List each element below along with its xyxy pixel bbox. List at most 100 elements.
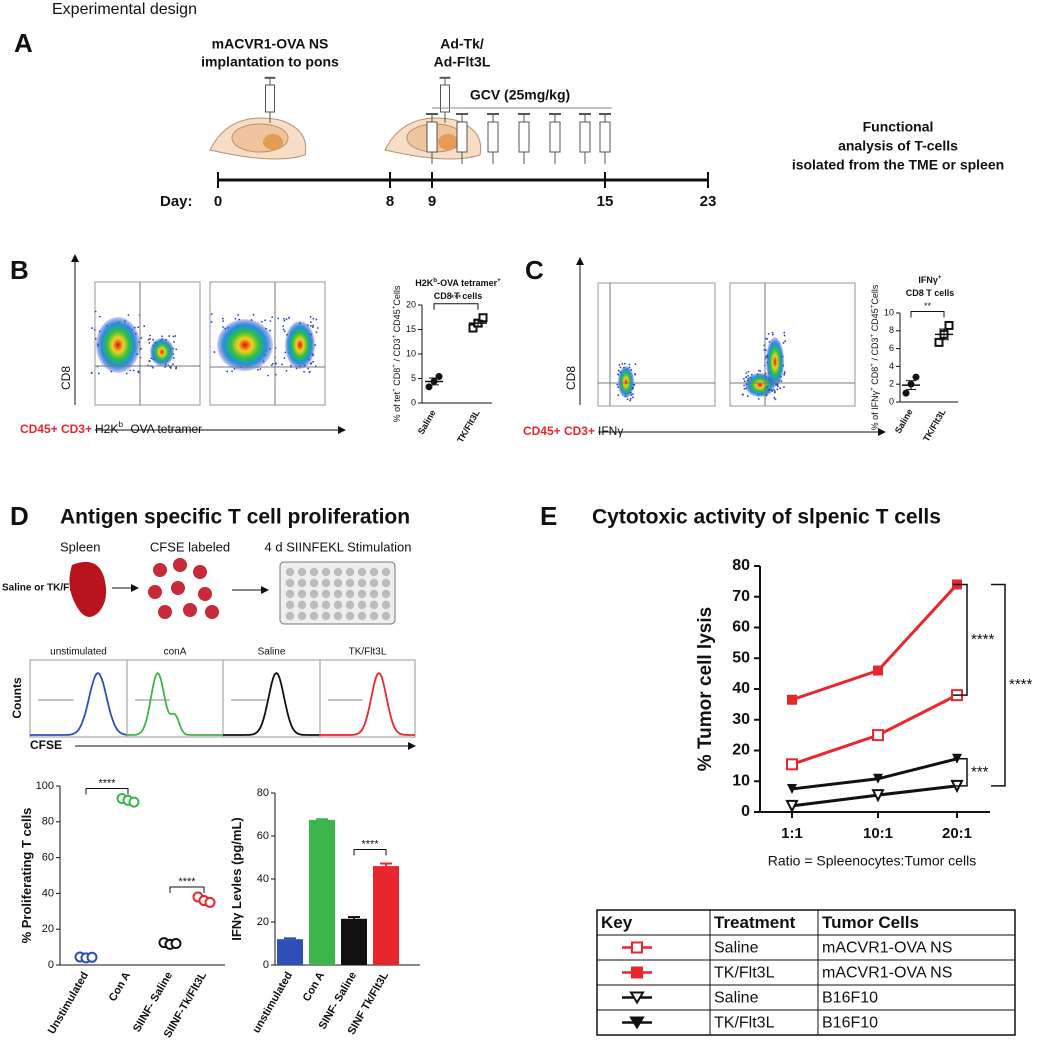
significance-label: **** [971,631,995,648]
event-dot [260,320,263,323]
text-part: + [938,274,942,281]
y-tick-label: 8 [889,325,894,335]
text-part: CD45 [392,309,402,335]
event-dot [782,342,785,344]
significance-label: **** [98,777,116,789]
y-tick-label: 20 [732,742,750,759]
well [369,578,379,588]
event-dot [161,335,163,338]
event-dot [617,394,620,396]
histogram-curve [127,671,223,736]
text-part: % Proliferating T cells [19,808,34,944]
y-axis-label: % of tet+ CD8+ / CD3+ CD45+Cells [391,285,402,422]
text-part: / CD3 [392,338,402,364]
table-cell: TK/Flt3L [714,1015,775,1032]
syringe [549,121,561,153]
event-dot [745,372,748,375]
gcv-label: GCV (25mg/kg) [470,87,570,103]
event-dot [173,341,175,343]
x-tick-label: Saline [416,408,438,436]
data-point [871,789,885,803]
significance-label: ** [924,301,932,311]
event-dot [149,337,151,340]
y-tick-label: 40 [42,887,54,899]
y-tick-label: 100 [36,780,54,792]
y-tick-label: 20 [406,299,416,309]
event-dot [308,371,311,373]
event-dot [312,317,315,320]
bar [341,918,367,965]
panel-letter: C [525,255,544,285]
well [357,589,367,599]
counts-label: Counts [10,677,24,719]
text-part: Cells [392,285,402,306]
data-point [787,694,797,705]
text-part: + [869,363,876,367]
event-dot [272,362,274,365]
table-header: Treatment [714,913,796,932]
event-dot [175,366,178,369]
y-tick-label: 2 [889,379,894,389]
cell [153,563,167,577]
panel-title: Experimental design [52,1,197,18]
event-dot [774,398,777,401]
event-dot [628,363,631,366]
step-label: Ad-Flt3L [434,54,491,70]
well [285,578,295,588]
chart-title: CD8 T cells [434,291,483,301]
data-point [86,951,98,963]
syringe [579,121,591,153]
significance-bracket [353,849,387,856]
event-dot [303,370,305,373]
density [285,321,315,369]
y-axis-label: % Tumor cell lysis [695,607,716,771]
event-dot [285,369,288,372]
data-point [170,938,182,950]
pons [263,134,283,150]
event-dot [634,363,637,366]
key-symbol [631,941,643,954]
histogram-label: Saline [258,647,286,658]
event-dot [618,363,621,366]
cell [205,605,219,619]
event-dot [140,337,143,339]
y-tick-label: 20 [42,923,54,935]
well [297,600,307,610]
histogram-label: TK/Flt3L [349,647,387,658]
y-tick-label: 70 [732,588,750,605]
well [345,578,355,588]
well [309,611,319,621]
event-dot [281,363,283,366]
event-dot [234,317,237,320]
well [285,589,295,599]
y-axis-label: IFNγ Levles (pg/mL) [229,817,244,941]
event-dot [222,320,225,322]
series-line [791,784,958,808]
well [321,611,331,621]
day-value: 15 [597,193,614,210]
well [357,567,367,577]
y-tick-label: 60 [42,852,54,864]
event-dot [619,366,622,369]
y-axis-label: % of IFNγ+ CD8+ / CD3+ CD45+Cells [869,284,880,430]
x-tick-label: Saline [893,407,915,435]
well [369,611,379,621]
table-header: Key [601,913,633,932]
significance-bracket [953,583,968,696]
event-dot [632,393,634,395]
well [333,611,343,621]
key-symbol [629,991,645,1005]
significance-bracket [991,583,1006,787]
text-part: + [869,333,876,337]
well [381,589,391,599]
event-dot [780,380,783,383]
event-dot [623,362,626,365]
data-point [786,758,798,771]
event-dot [137,371,140,374]
event-dot [98,315,101,318]
event-dot [747,375,750,377]
text-part: -OVA tetramer [437,278,498,288]
x-tick-label: TK/Flt3L [921,407,948,444]
day-label: Day: [160,193,193,210]
well [309,578,319,588]
